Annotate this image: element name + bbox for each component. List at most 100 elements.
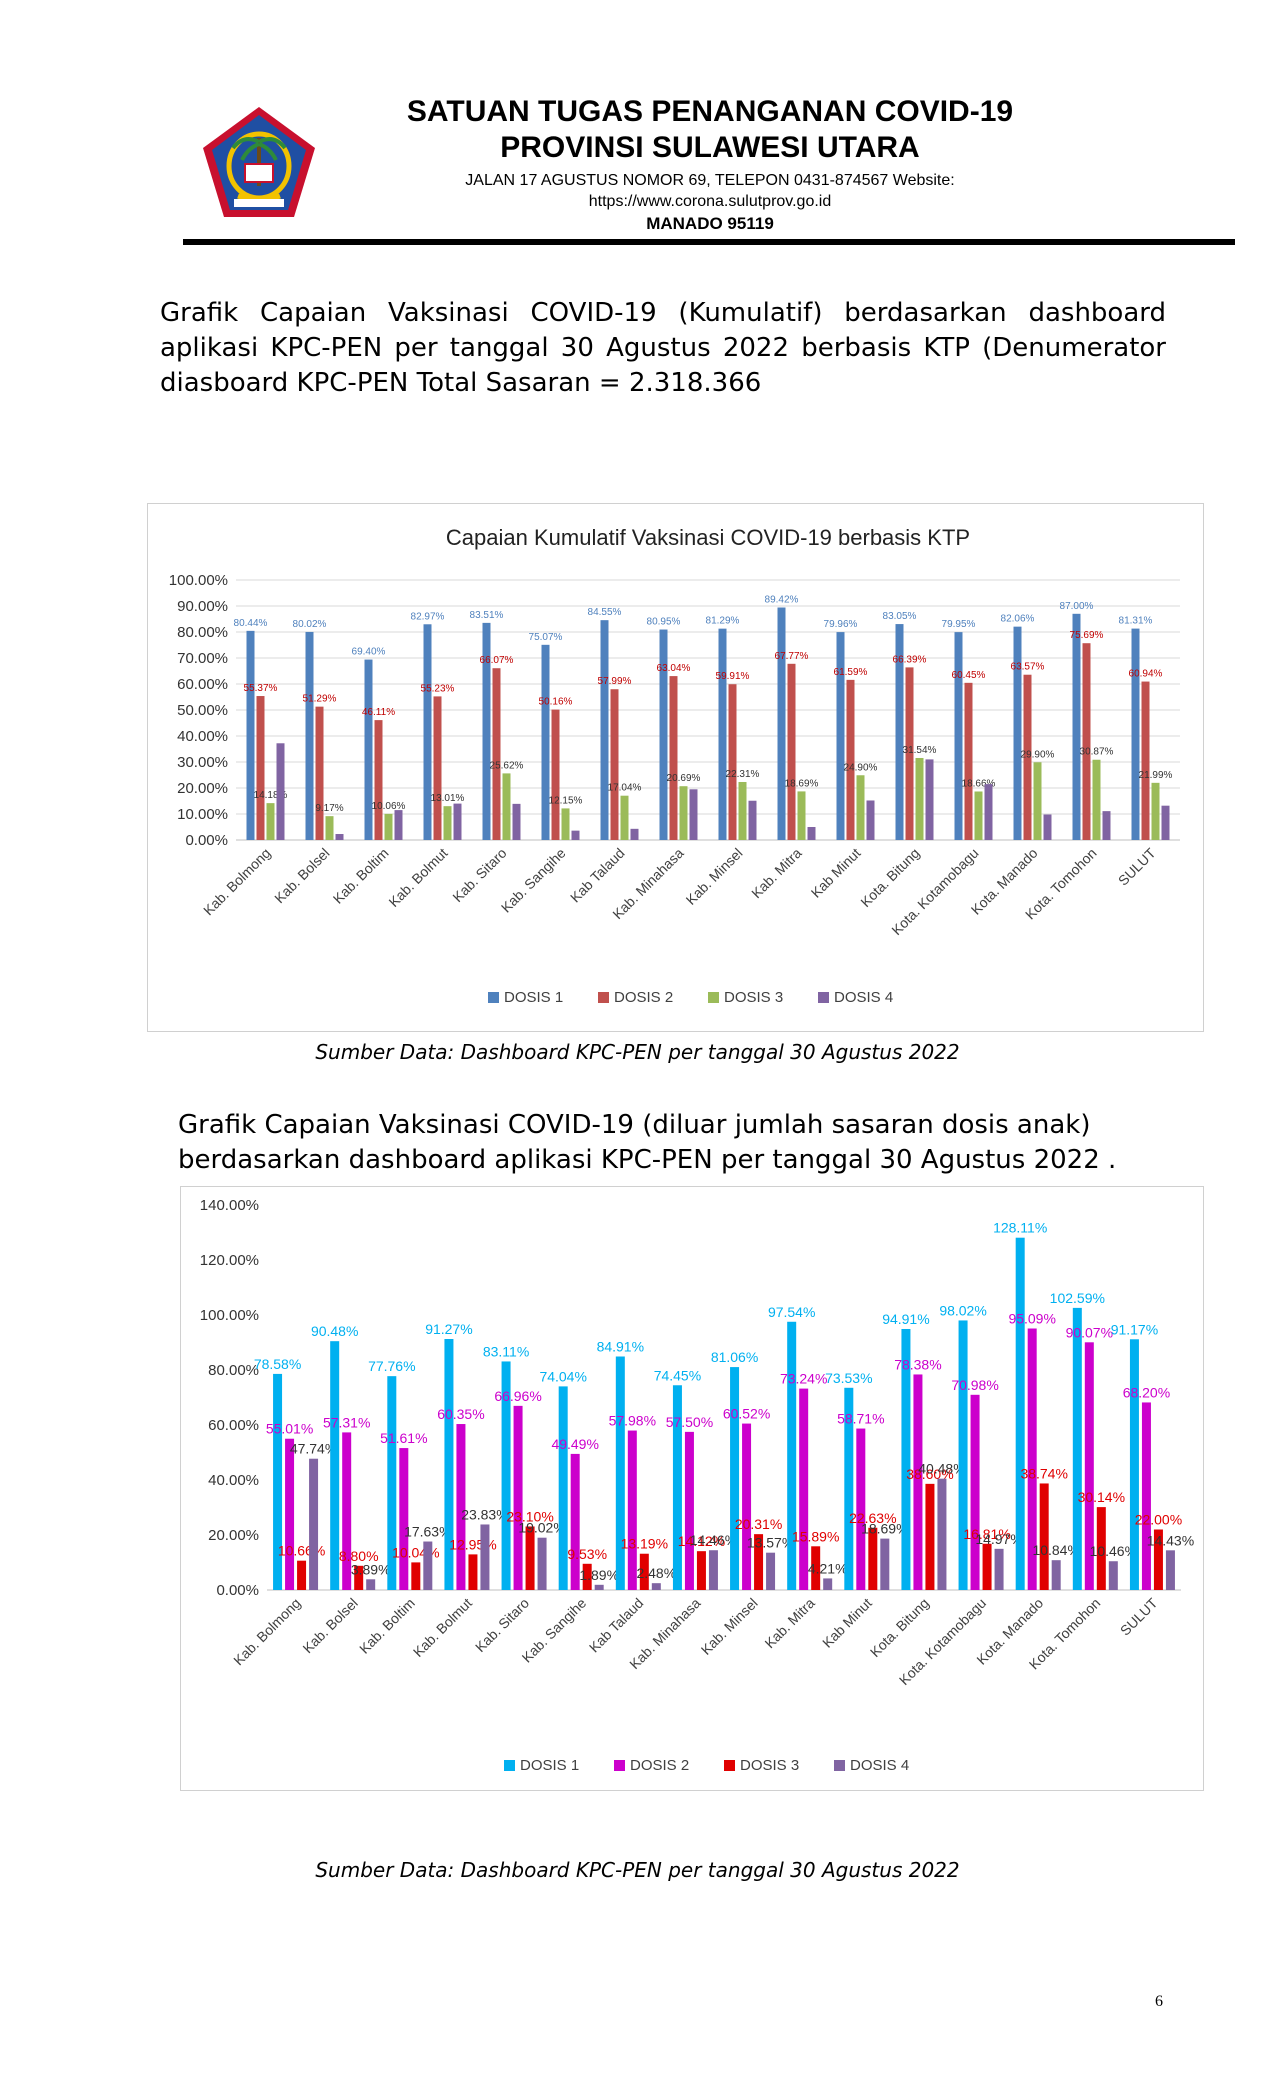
chart1-bar-dosis-3 xyxy=(797,791,806,840)
chart1-bar-dosis-4 xyxy=(925,759,934,840)
chart2-bar-dosis-4 xyxy=(823,1578,833,1590)
chart1-data-label: 51.29% xyxy=(303,694,337,705)
chart2-data-label: 73.53% xyxy=(825,1370,872,1386)
chart2-bar-dosis-3 xyxy=(696,1551,706,1590)
chart2-data-label: 128.11% xyxy=(993,1220,1047,1236)
chart2-data-label: 57.98% xyxy=(609,1413,656,1429)
chart1-bar-dosis-3 xyxy=(915,757,924,840)
chart2-bar-dosis-4 xyxy=(480,1524,490,1590)
chart2-data-label: 68.20% xyxy=(1123,1384,1170,1400)
chart1-bar-dosis-2 xyxy=(1141,681,1150,840)
chart2-y-tick-label: 140.00% xyxy=(200,1197,259,1214)
chart2-data-label: 13.57% xyxy=(747,1535,794,1551)
chart2-bar-dosis-3 xyxy=(525,1526,535,1590)
chart1-data-label: 57.99% xyxy=(598,676,632,687)
chart2-bar-dosis-4 xyxy=(1051,1560,1061,1590)
chart-frame-2: 0.00% 20.00% 40.00% 60.00% 80.00% 100.00% 120.… xyxy=(180,1186,1204,1791)
chart1-y-tick-label: 100.00% xyxy=(169,572,228,589)
chart1-bar-dosis-1 xyxy=(541,644,550,840)
chart2-data-label: 57.50% xyxy=(666,1414,713,1430)
chart2-data-label: 70.98% xyxy=(951,1377,998,1393)
chart2-data-label: 10.46% xyxy=(1090,1543,1137,1559)
address-line: JALAN 17 AGUSTUS NOMOR 69, TELEPON 0431-… xyxy=(465,172,955,189)
chart2-data-label: 14.12% xyxy=(678,1533,725,1549)
chart1-data-label: 20.69% xyxy=(667,773,701,784)
chart1-bar-dosis-3 xyxy=(561,808,570,840)
chart2-data-label: 95.09% xyxy=(1008,1311,1055,1327)
chart1-bar-dosis-3 xyxy=(738,781,747,840)
website-line: https://www.corona.sulutprov.go.id xyxy=(588,193,832,210)
chart1-bar-dosis-2 xyxy=(315,706,324,840)
chart1-legend-label: DOSIS 3 xyxy=(724,989,783,1006)
chart1-bar-dosis-4 xyxy=(689,789,698,840)
chart2-data-label: 90.48% xyxy=(311,1323,358,1339)
chart2-legend-label: DOSIS 4 xyxy=(850,1757,909,1774)
chart2-data-label: 14.43% xyxy=(1147,1532,1194,1548)
chart1-y-tick-label: 90.00% xyxy=(177,598,228,615)
chart2-bar-dosis-1 xyxy=(501,1361,511,1590)
chart1-bar-dosis-4 xyxy=(571,830,580,840)
chart2-data-label: 38.74% xyxy=(1020,1465,1067,1481)
chart2-bar-dosis-3 xyxy=(468,1554,478,1590)
chart1-category-label: Kab. Boltim xyxy=(330,845,392,907)
chart1-bar-dosis-2 xyxy=(905,667,914,840)
chart2-data-label: 74.45% xyxy=(654,1367,701,1383)
chart-2-excluding-children: 0.00% 20.00% 40.00% 60.00% 80.00% 100.00% 120.… xyxy=(200,1197,1194,1774)
chart1-category-label: Kab. Bolmong xyxy=(200,845,274,919)
chart1-data-label: 24.90% xyxy=(844,762,878,773)
chart1-bar-dosis-4 xyxy=(1102,811,1111,840)
chart2-y-tick-label: 20.00% xyxy=(208,1527,259,1544)
chart1-data-label: 63.04% xyxy=(657,663,691,674)
chart2-data-label: 13.19% xyxy=(621,1536,668,1552)
chart1-bar-dosis-2 xyxy=(1082,643,1091,840)
chart2-bar-dosis-1 xyxy=(730,1367,740,1590)
chart2-bar-dosis-4 xyxy=(537,1537,547,1590)
page-number: 6 xyxy=(1155,1993,1163,2010)
chart1-data-label: 9.17% xyxy=(315,803,343,814)
chart1-data-label: 69.40% xyxy=(352,647,386,658)
chart2-bar-dosis-3 xyxy=(1153,1529,1163,1590)
chart2-y-tick-label: 120.00% xyxy=(200,1252,259,1269)
chart1-bar-dosis-3 xyxy=(856,775,865,840)
chart1-bar-dosis-2 xyxy=(551,709,560,840)
chart1-data-label: 84.55% xyxy=(588,607,622,618)
chart2-legend-swatch xyxy=(724,1760,735,1771)
chart1-data-label: 75.69% xyxy=(1070,630,1104,641)
chart2-category-label: Kab. Bolmong xyxy=(230,1595,304,1669)
chart2-bar-dosis-4 xyxy=(880,1538,890,1590)
chart2-bar-dosis-1 xyxy=(1129,1339,1139,1590)
chart2-y-tick-label: 40.00% xyxy=(208,1472,259,1489)
chart1-y-tick-label: 50.00% xyxy=(177,702,228,719)
chart1-bar-dosis-2 xyxy=(964,682,973,840)
chart1-bar-dosis-2 xyxy=(846,679,855,840)
chart1-data-label: 12.15% xyxy=(549,795,583,806)
chart2-bar-dosis-2 xyxy=(1141,1402,1151,1590)
chart1-bar-dosis-2 xyxy=(433,696,442,840)
chart2-bar-dosis-3 xyxy=(982,1543,992,1590)
chart1-bar-dosis-1 xyxy=(836,632,845,840)
chart1-data-label: 87.00% xyxy=(1060,601,1094,612)
chart1-bar-dosis-1 xyxy=(659,629,668,840)
chart2-data-label: 17.63% xyxy=(404,1524,451,1540)
chart1-bar-dosis-4 xyxy=(276,743,285,840)
chart2-data-label: 55.01% xyxy=(266,1421,313,1437)
chart2-bar-dosis-2 xyxy=(285,1438,295,1590)
chart1-bar-dosis-3 xyxy=(974,791,983,840)
chart1-bar-dosis-4 xyxy=(748,800,757,840)
chart2-data-label: 8.80% xyxy=(339,1548,379,1564)
chart1-bar-dosis-4 xyxy=(807,827,816,840)
chart1-bar-dosis-4 xyxy=(866,800,875,840)
chart2-bar-dosis-3 xyxy=(925,1483,935,1590)
chart2-data-label: 60.35% xyxy=(437,1406,484,1422)
chart2-legend-swatch xyxy=(504,1760,515,1771)
chart2-bar-dosis-3 xyxy=(297,1560,307,1590)
chart1-bar-dosis-4 xyxy=(630,828,639,840)
chart2-data-label: 91.17% xyxy=(1111,1321,1158,1337)
source-caption-1: Sumber Data: Dashboard KPC-PEN per tangg… xyxy=(315,1040,960,1064)
chart1-bar-dosis-2 xyxy=(728,684,737,840)
chart1-data-label: 59.91% xyxy=(716,671,750,682)
chart2-data-label: 20.31% xyxy=(735,1516,782,1532)
chart2-bar-dosis-1 xyxy=(387,1376,397,1590)
chart2-category-label: Kab Minut xyxy=(819,1595,875,1651)
chart1-data-label: 18.66% xyxy=(962,778,996,789)
